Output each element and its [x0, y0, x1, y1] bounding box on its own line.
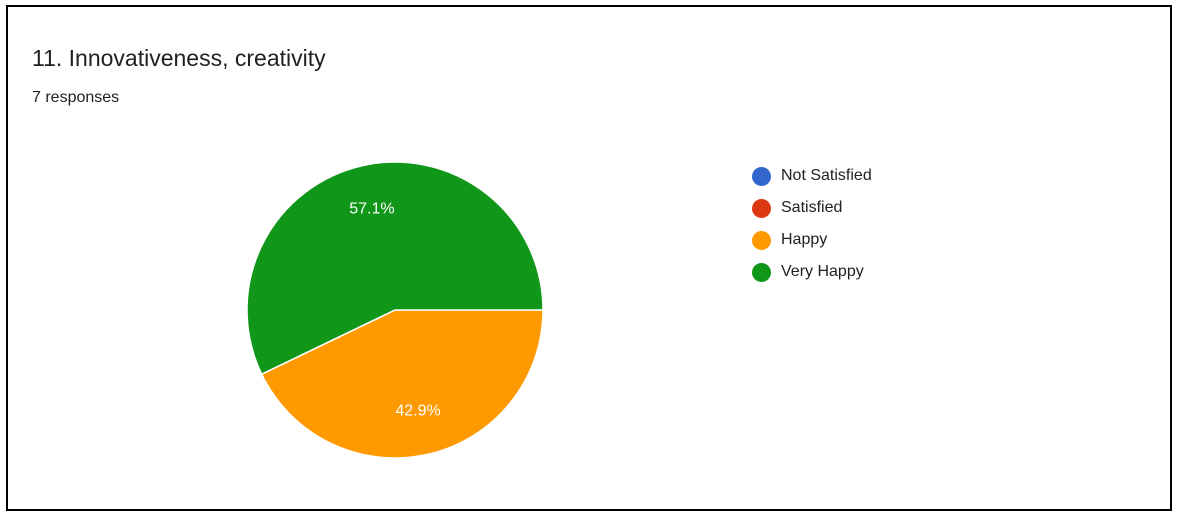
legend-item-very-happy[interactable]: Very Happy	[752, 256, 872, 288]
pie-slices	[246, 161, 544, 459]
legend-swatch-happy	[752, 230, 771, 250]
response-count: 7 responses	[32, 89, 120, 106]
pie-slice-very-happy[interactable]	[246, 161, 544, 376]
legend-swatch-satisfied	[752, 198, 771, 218]
pie-data-labels: 42.9% 57.1%	[349, 200, 440, 419]
legend-label-very-happy: Very Happy	[781, 263, 864, 280]
legend-swatch-not-satisfied	[752, 166, 771, 186]
chart-legend: Not Satisfied Satisfied Happy Very Happy	[752, 160, 872, 288]
legend-label-happy: Happy	[781, 231, 828, 248]
data-label-very-happy: 57.1%	[349, 200, 394, 217]
legend-item-satisfied[interactable]: Satisfied	[752, 192, 872, 224]
legend-item-not-satisfied[interactable]: Not Satisfied	[752, 160, 872, 192]
pie-slice-happy[interactable]	[260, 309, 544, 459]
legend-label-satisfied: Satisfied	[781, 199, 843, 216]
legend-swatch-very-happy	[752, 262, 771, 282]
data-label-happy: 42.9%	[395, 403, 440, 420]
chart-card	[6, 5, 1172, 511]
legend-item-happy[interactable]: Happy	[752, 224, 872, 256]
legend-label-not-satisfied: Not Satisfied	[781, 167, 872, 184]
chart-title: 11. Innovativeness, creativity	[32, 45, 326, 71]
